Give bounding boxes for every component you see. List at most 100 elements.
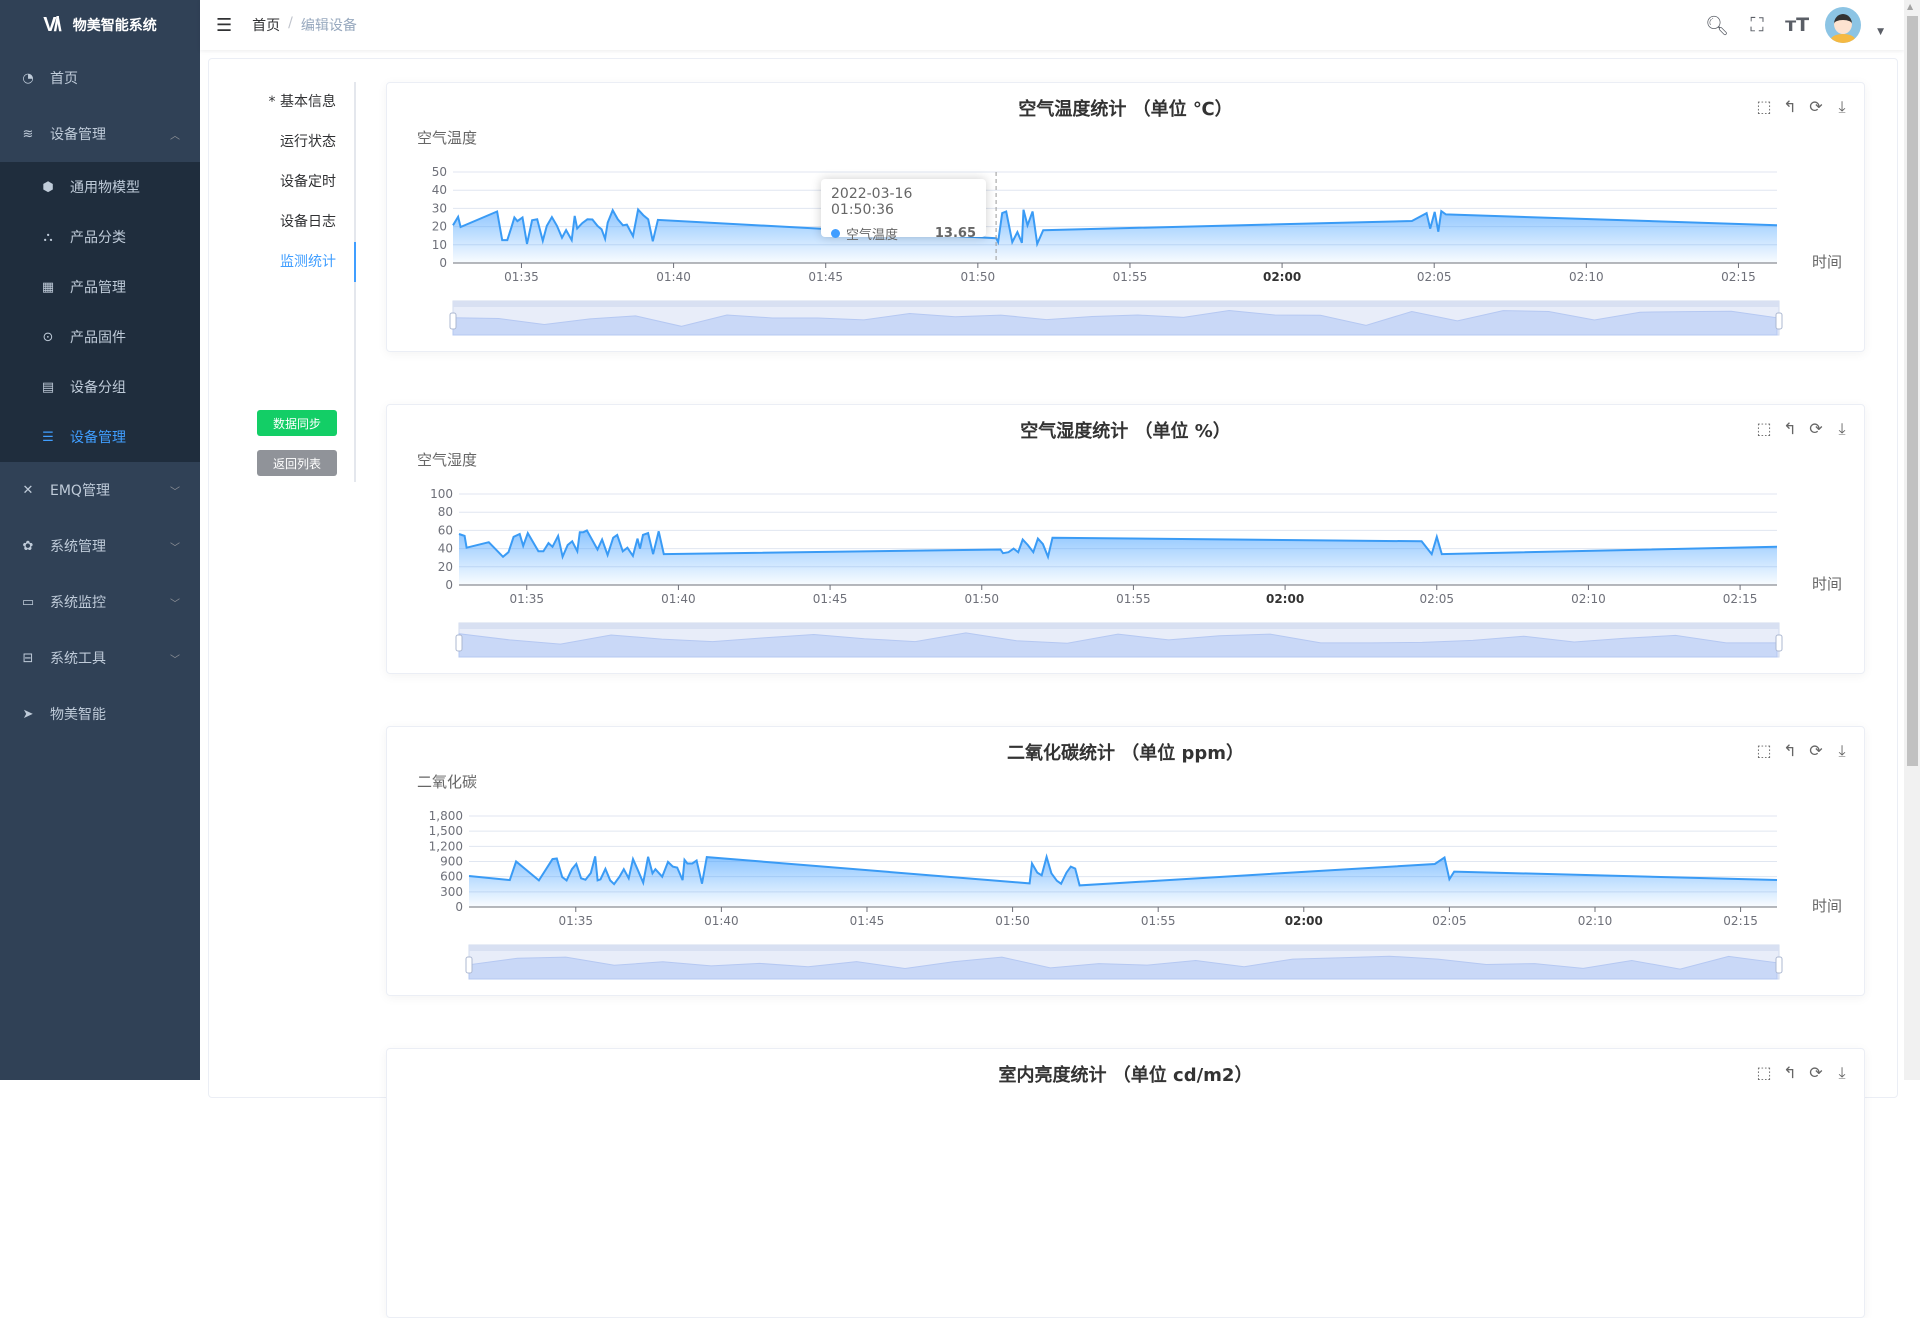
scroll-up-icon[interactable]: ▲ xyxy=(1907,2,1914,11)
restore-icon[interactable]: ⟳ xyxy=(1809,419,1823,438)
series-area xyxy=(469,856,1777,907)
datazoom-handle-right[interactable] xyxy=(1775,312,1783,330)
y-axis-name: 二氧化碳 xyxy=(417,773,478,791)
list-icon: ☰ xyxy=(42,429,54,445)
zoom-reset-icon[interactable]: ↰ xyxy=(1783,419,1797,438)
x-axis-name: 时间 xyxy=(1812,253,1843,271)
back-to-list-button[interactable]: 返回列表 xyxy=(257,450,337,476)
restore-icon[interactable]: ⟳ xyxy=(1809,97,1823,116)
submenu-item[interactable]: ▦ 产品管理 xyxy=(0,262,200,312)
target-icon: ⊙ xyxy=(42,329,54,345)
y-tick-label: 0 xyxy=(445,578,453,592)
submenu-item[interactable]: ☰ 设备管理 xyxy=(0,412,200,462)
x-tick-label: 01:55 xyxy=(1141,914,1176,928)
y-tick-label: 40 xyxy=(438,542,453,556)
x-tick-label: 02:00 xyxy=(1285,914,1323,928)
search-icon[interactable]: 🔍︎ xyxy=(1705,14,1730,37)
chevron-down-icon: ﹀ xyxy=(170,654,180,666)
grid-icon: ▦ xyxy=(41,279,55,295)
zoom-area-icon[interactable]: ⬚ xyxy=(1756,741,1772,760)
y-tick-label: 30 xyxy=(432,201,447,215)
x-tick-label: 01:50 xyxy=(961,270,996,284)
submenu-item[interactable]: ⊙ 产品固件 xyxy=(0,312,200,362)
sidebar-item[interactable]: ✿ 系统管理 ﹀ xyxy=(0,518,200,574)
layers-icon: ≋ xyxy=(22,126,34,142)
tab[interactable]: * 基本信息 xyxy=(268,94,336,110)
tool-icon: ✕ xyxy=(22,482,34,498)
fullscreen-icon[interactable]: ⛶ xyxy=(1750,14,1764,36)
y-tick-label: 0 xyxy=(455,900,463,914)
y-tick-label: 80 xyxy=(438,505,453,519)
chevron-down-icon: ﹀ xyxy=(170,598,180,610)
font-size-icon[interactable]: ᴛT xyxy=(1785,14,1810,36)
submenu: ⬢ 通用物模型 ⛬ 产品分类 ▦ 产品管理 ⊙ 产品固件 ▤ 设备分组 ☰ 设备管理 xyxy=(0,162,200,462)
breadcrumb-home[interactable]: 首页 xyxy=(252,18,281,34)
download-icon[interactable]: ⤓ xyxy=(1838,419,1846,438)
avatar[interactable] xyxy=(1825,7,1862,43)
datazoom-handle-left[interactable] xyxy=(465,956,473,974)
x-tick-label: 02:15 xyxy=(1723,914,1758,928)
cube-icon: ⬢ xyxy=(42,179,54,195)
series-line xyxy=(458,529,1778,561)
sidebar-item-label: 系统监控 xyxy=(50,595,106,611)
datazoom-handle-left[interactable] xyxy=(455,634,463,652)
download-icon[interactable]: ⤓ xyxy=(1838,1063,1846,1082)
submenu-item[interactable]: ⛬ 产品分类 xyxy=(0,212,200,262)
zoom-reset-icon[interactable]: ↰ xyxy=(1783,741,1797,760)
gear-icon: ✿ xyxy=(22,538,34,554)
hamburger-icon[interactable]: ☰ xyxy=(216,14,233,36)
restore-icon[interactable]: ⟳ xyxy=(1809,741,1823,760)
tab[interactable]: 设备定时 xyxy=(280,174,336,190)
tree-icon: ⛬ xyxy=(43,229,53,245)
logo-mark: V/\ xyxy=(43,13,62,36)
download-icon[interactable]: ⤓ xyxy=(1838,741,1846,760)
tab[interactable]: 运行状态 xyxy=(280,134,336,150)
toolbox-icon: ⊟ xyxy=(22,650,34,666)
chart-card: 空气温度统计 （单位 ℃） ⬚ ↰ ⟳ ⤓ 空气温度 时间 0 10 20 30 40 50 01:35… xyxy=(386,82,1865,352)
sidebar-item[interactable]: ✕ EMQ管理 ﹀ xyxy=(0,462,200,518)
sidebar-item-label: 系统工具 xyxy=(50,651,106,667)
scrollbar[interactable]: ▲ xyxy=(1904,0,1920,1080)
x-tick-label: 01:45 xyxy=(813,592,848,606)
submenu-item-label: 通用物模型 xyxy=(70,180,140,196)
sidebar-item[interactable]: ▭ 系统监控 ﹀ xyxy=(0,574,200,630)
y-tick-label: 900 xyxy=(440,855,463,869)
tab[interactable]: 监测统计 xyxy=(208,242,356,282)
datazoom-handle-right[interactable] xyxy=(1775,956,1783,974)
y-tick-label: 50 xyxy=(432,165,447,179)
x-tick-label: 01:40 xyxy=(656,270,691,284)
zoom-area-icon[interactable]: ⬚ xyxy=(1756,1063,1772,1082)
datazoom-handle-left[interactable] xyxy=(449,312,457,330)
chart-toolbox: ⬚ ↰ ⟳ ⤓ xyxy=(1756,1063,1850,1083)
zoom-area-icon[interactable]: ⬚ xyxy=(1756,97,1772,116)
x-tick-label: 01:50 xyxy=(995,914,1030,928)
scrollbar-thumb[interactable] xyxy=(1907,16,1918,766)
sync-data-button[interactable]: 数据同步 xyxy=(257,410,337,436)
submenu-item[interactable]: ▤ 设备分组 xyxy=(0,362,200,412)
sidebar-item[interactable]: ◔ 首页 xyxy=(0,50,200,106)
x-tick-label: 02:15 xyxy=(1721,270,1756,284)
sidebar-item[interactable]: ⊟ 系统工具 ﹀ xyxy=(0,630,200,686)
download-icon[interactable]: ⤓ xyxy=(1838,97,1846,116)
datazoom-preview xyxy=(458,632,1778,658)
chart-card: 室内亮度统计 （单位 cd/m2） ⬚ ↰ ⟳ ⤓ xyxy=(386,1048,1865,1318)
zoom-reset-icon[interactable]: ↰ xyxy=(1783,1063,1797,1082)
zoom-reset-icon[interactable]: ↰ xyxy=(1783,97,1797,116)
tooltip-value: 13.65 xyxy=(934,226,976,241)
series-line xyxy=(452,207,1778,248)
y-tick-label: 0 xyxy=(439,256,447,270)
submenu-item[interactable]: ⬢ 通用物模型 xyxy=(0,162,200,212)
y-axis-name: 空气温度 xyxy=(417,129,478,147)
caret-down-icon[interactable]: ▼ xyxy=(1877,27,1884,37)
zoom-area-icon[interactable]: ⬚ xyxy=(1756,419,1772,438)
tab[interactable]: 设备日志 xyxy=(280,214,336,230)
sidebar-item[interactable]: ➤ 物美智能 xyxy=(0,686,200,742)
sidebar-item-label: 设备管理 xyxy=(50,127,106,143)
logo[interactable]: V/\ 物美智能系统 xyxy=(0,0,200,50)
datazoom-handle-right[interactable] xyxy=(1775,634,1783,652)
restore-icon[interactable]: ⟳ xyxy=(1809,1063,1823,1082)
x-tick-label: 01:40 xyxy=(704,914,739,928)
sidebar-item[interactable]: ≋ 设备管理 ︿ xyxy=(0,106,200,162)
y-tick-label: 60 xyxy=(438,523,453,537)
